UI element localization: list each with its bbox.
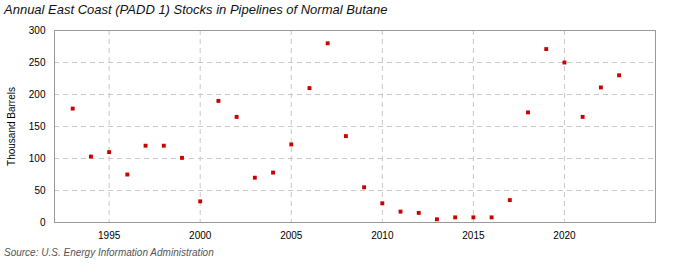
svg-text:1995: 1995 — [98, 230, 121, 241]
svg-text:Thousand Barrels: Thousand Barrels — [6, 87, 17, 166]
svg-text:150: 150 — [29, 121, 46, 132]
svg-text:200: 200 — [29, 89, 46, 100]
svg-text:2000: 2000 — [189, 230, 212, 241]
svg-text:0: 0 — [40, 217, 46, 228]
svg-text:2015: 2015 — [462, 230, 485, 241]
svg-text:300: 300 — [29, 25, 46, 36]
html-text:Annual East Coast (PADD 1) Sto: Annual East Coast (PADD 1) Stocks in Pip… — [4, 2, 388, 17]
svg-text:50: 50 — [34, 185, 46, 196]
html-text:Source: U.S. Energy Informatio: Source: U.S. Energy Information Administ… — [4, 247, 214, 258]
svg-text:2010: 2010 — [371, 230, 394, 241]
svg-text:250: 250 — [29, 57, 46, 68]
svg-text:2005: 2005 — [280, 230, 303, 241]
svg-text:2020: 2020 — [553, 230, 576, 241]
svg-text:100: 100 — [29, 153, 46, 164]
